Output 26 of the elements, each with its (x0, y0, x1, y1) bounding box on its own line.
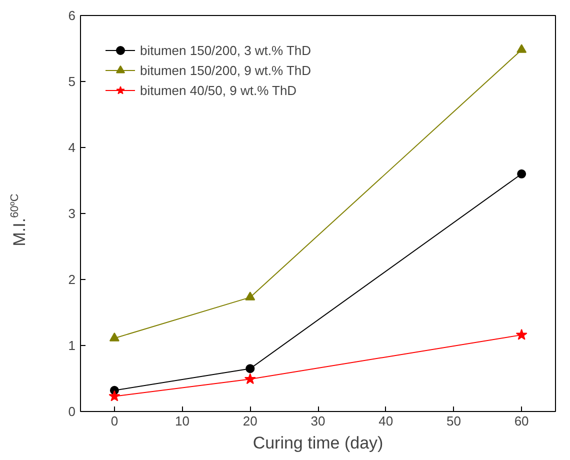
point (108, 390, 120, 402)
x-axis-title: Curing time (day) (252, 434, 384, 452)
x-tick-label: 30 (310, 414, 326, 428)
point (245, 292, 256, 300)
point (516, 44, 527, 53)
point (516, 328, 528, 340)
legend-label: bitumen 40/50, 9 wt.% ThD (140, 82, 297, 98)
x-tick-label: 50 (446, 414, 461, 428)
point (246, 364, 255, 374)
y-tick-label: 6 (68, 8, 76, 23)
point (244, 373, 256, 384)
legend-label: bitumen 150/200, 3 wt.% ThD (140, 42, 312, 58)
y-tick-label: 0 (68, 404, 76, 419)
y-tick-label: 4 (68, 140, 76, 155)
x-tick-label: 0 (110, 414, 118, 428)
y-tick-label: 1 (68, 338, 76, 353)
point (109, 332, 120, 342)
y-tick-label: 5 (68, 74, 76, 89)
legend-label: bitumen 150/200, 9 wt.% ThD (140, 62, 312, 78)
x-tick-label: 60 (514, 414, 529, 428)
x-tick-label: 40 (378, 414, 394, 428)
x-tick-label: 10 (175, 414, 190, 428)
point (517, 169, 526, 178)
y-tick-label: 3 (68, 206, 76, 221)
y-tick-label: 2 (68, 272, 76, 287)
x-tick-label: 20 (242, 414, 258, 428)
